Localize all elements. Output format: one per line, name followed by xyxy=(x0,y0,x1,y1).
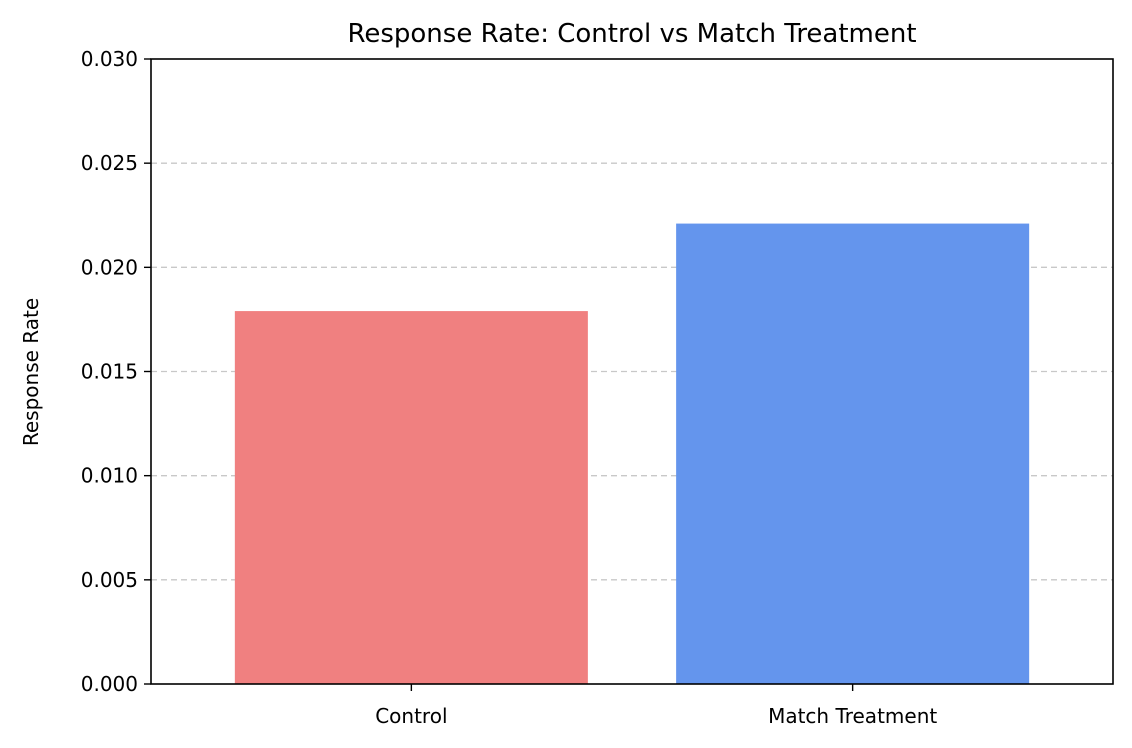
y-tick-label: 0.025 xyxy=(81,151,138,175)
y-ticks: 0.000 0.005 0.010 0.015 0.020 0.025 0.030 xyxy=(81,47,151,696)
x-ticks: Control Match Treatment xyxy=(375,684,937,728)
y-tick-label: 0.020 xyxy=(81,255,138,279)
y-tick-label: 0.005 xyxy=(81,568,138,592)
x-tick-label: Match Treatment xyxy=(768,704,937,728)
bar-match-treatment xyxy=(676,223,1030,685)
y-tick-label: 0.015 xyxy=(81,360,138,384)
x-tick-label: Control xyxy=(375,704,447,728)
y-tick-label: 0.000 xyxy=(81,672,138,696)
y-tick-label: 0.030 xyxy=(81,47,138,71)
bars xyxy=(234,223,1030,685)
y-axis-label: Response Rate xyxy=(19,298,43,446)
y-tick-label: 0.010 xyxy=(81,464,138,488)
chart-title: Response Rate: Control vs Match Treatmen… xyxy=(347,19,916,49)
bar-control xyxy=(234,311,588,684)
